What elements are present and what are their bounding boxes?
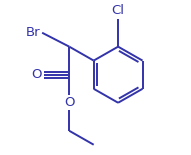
Text: O: O — [32, 68, 42, 81]
Text: Br: Br — [26, 26, 40, 39]
Text: O: O — [64, 96, 74, 109]
Text: Cl: Cl — [112, 4, 125, 17]
